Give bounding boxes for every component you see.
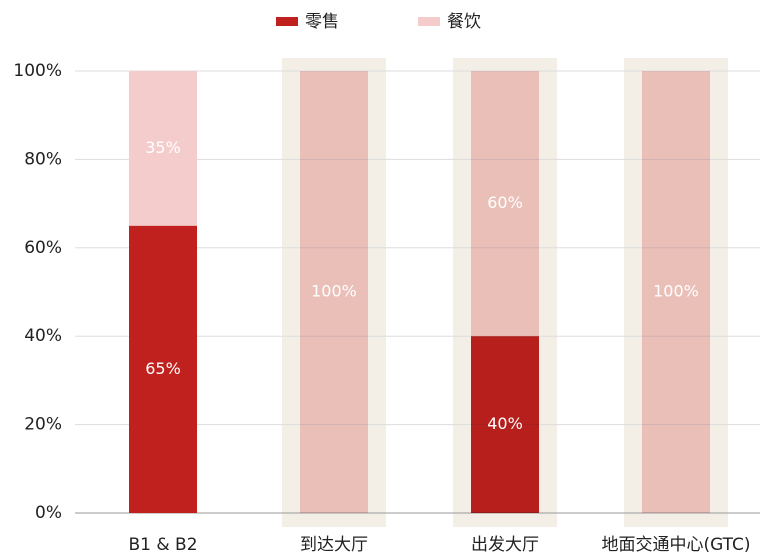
value-label: 60% <box>487 193 523 212</box>
value-label: 100% <box>653 282 699 301</box>
value-label: 35% <box>145 138 181 157</box>
bar-segment <box>129 225 197 513</box>
bar-segment <box>471 336 539 513</box>
y-tick-label: 60% <box>24 238 62 258</box>
legend-label: 餐饮 <box>447 12 481 32</box>
x-tick-label: B1 & B2 <box>128 535 197 555</box>
bar-segment <box>129 71 197 226</box>
bar-segment <box>642 71 710 513</box>
value-label: 100% <box>311 282 357 301</box>
y-tick-label: 80% <box>24 149 62 169</box>
x-tick-label: 地面交通中心(GTC) <box>601 535 750 555</box>
bar-segment <box>300 71 368 513</box>
y-tick-label: 40% <box>24 326 62 346</box>
y-tick-label: 20% <box>24 415 62 435</box>
legend-label: 零售 <box>305 12 339 32</box>
legend-swatch <box>418 17 440 26</box>
value-label: 40% <box>487 414 523 433</box>
bar-segment <box>471 71 539 337</box>
y-tick-label: 100% <box>13 61 62 81</box>
value-label: 65% <box>145 359 181 378</box>
y-tick-label: 0% <box>35 503 62 523</box>
legend-swatch <box>276 17 298 26</box>
x-tick-label: 到达大厅 <box>300 535 368 555</box>
x-tick-label: 出发大厅 <box>471 535 539 555</box>
